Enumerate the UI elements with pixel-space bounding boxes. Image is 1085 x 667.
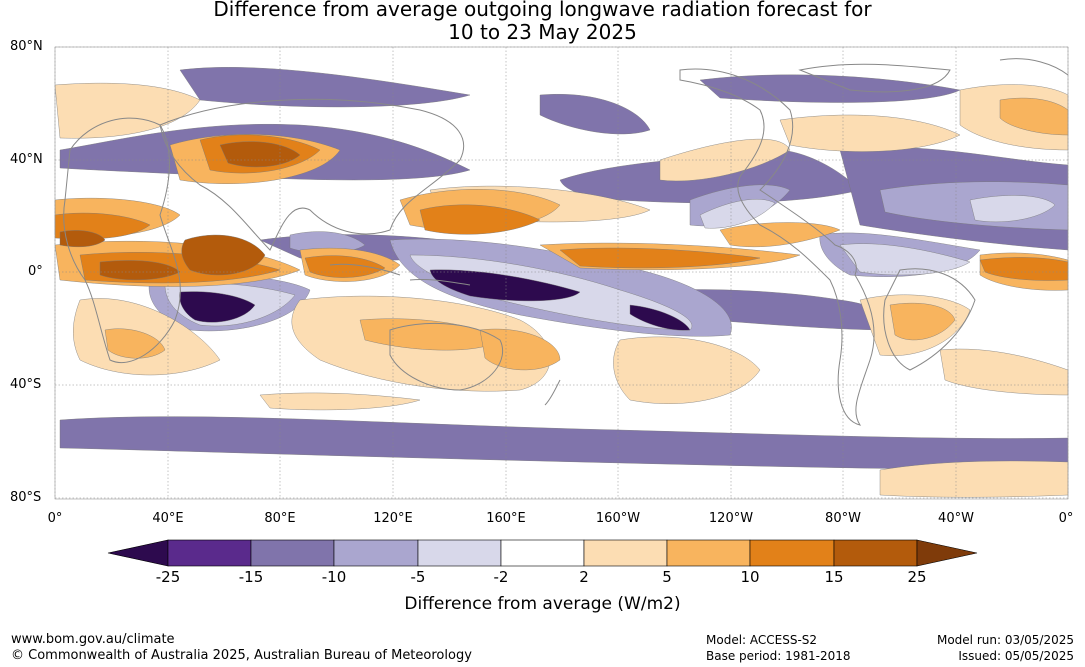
- colorbar-segment: [583, 539, 668, 567]
- anomaly-region: [539, 94, 651, 135]
- anomaly-region: [839, 243, 971, 276]
- lon-label-80w: 80°W: [825, 511, 861, 526]
- lat-label-eq: 0°: [28, 264, 43, 279]
- map-frame: [54, 46, 1069, 500]
- colorbar-arrow-high: [916, 539, 978, 567]
- lon-label-40e: 40°E: [152, 511, 184, 526]
- model-run-text: Model run: 03/05/2025: [936, 633, 1074, 647]
- anomaly-region: [179, 67, 471, 108]
- colorbar-segment: [500, 539, 585, 567]
- colorbar-segment: [333, 539, 419, 567]
- anomaly-region: [99, 260, 181, 281]
- colorbar-tick-label: 5: [662, 568, 672, 586]
- anomaly-region: [419, 204, 541, 235]
- lat-label-40s: 40°S: [10, 377, 42, 392]
- copyright-text: © Commonwealth of Australia 2025, Austra…: [11, 648, 472, 663]
- lat-label-80s: 80°S: [10, 490, 42, 505]
- colorbar-segment: [833, 539, 918, 567]
- coastline: [329, 263, 471, 286]
- colorbar-arrow-low: [107, 539, 169, 567]
- anomaly-region: [559, 247, 761, 269]
- lon-label-120e: 120°E: [373, 511, 413, 526]
- coastline: [798, 63, 951, 93]
- map-title: Difference from average outgoing longwav…: [0, 0, 1085, 44]
- lon-label-120w: 120°W: [708, 511, 754, 526]
- anomaly-region: [699, 199, 776, 229]
- anomaly-region: [969, 195, 1056, 222]
- anomaly-region: [479, 328, 561, 371]
- lon-label-0-left: 0°: [47, 511, 63, 526]
- colorbar-tick-label: -5: [410, 568, 426, 586]
- lon-label-160e: 160°E: [486, 511, 526, 526]
- colorbar-tick-label: -10: [321, 568, 347, 586]
- model-text: Model: ACCESS-S2: [706, 633, 818, 647]
- coastline: [999, 58, 1069, 76]
- anomaly-region: [429, 269, 581, 302]
- anomaly-region: [779, 114, 961, 152]
- anomaly-region: [219, 141, 301, 168]
- anomaly-region: [613, 336, 761, 404]
- coastlines: [63, 58, 1069, 426]
- lon-label-160w: 160°W: [595, 511, 641, 526]
- coastline: [389, 323, 504, 391]
- colorbar-title: Difference from average (W/m2): [404, 594, 681, 614]
- anomaly-region: [719, 222, 841, 248]
- anomaly-fields: [54, 67, 1069, 498]
- anomaly-region: [59, 230, 106, 248]
- coastline: [159, 98, 465, 251]
- colorbar-segment: [250, 539, 335, 567]
- lon-label-40w: 40°W: [938, 511, 974, 526]
- anomaly-region: [179, 291, 256, 323]
- issued-text: Issued: 05/05/2025: [958, 649, 1074, 663]
- anomaly-region: [259, 392, 421, 411]
- colorbar-tick-label: -2: [493, 568, 509, 586]
- title-line-1: Difference from average outgoing longwav…: [213, 0, 872, 21]
- anomaly-region: [54, 82, 201, 139]
- website-link[interactable]: www.bom.gov.au/climate: [11, 632, 175, 647]
- anomaly-region: [629, 304, 691, 331]
- colorbar-tick-label: -15: [238, 568, 264, 586]
- lon-label-0-right: 0°: [1058, 511, 1074, 526]
- colorbar-segment: [417, 539, 502, 567]
- colorbar-tick-label: 15: [824, 568, 844, 586]
- colorbar-segment: [749, 539, 835, 567]
- colorbar-tick-label: 10: [740, 568, 760, 586]
- coastline: [679, 68, 875, 426]
- lat-label-40n: 40°N: [10, 152, 43, 167]
- base-period-text: Base period: 1981-2018: [706, 649, 851, 663]
- lat-label-80n: 80°N: [10, 39, 43, 54]
- colorbar-tick-label: 2: [579, 568, 589, 586]
- lon-label-80e: 80°E: [264, 511, 296, 526]
- colorbar-tick-label: -25: [155, 568, 181, 586]
- coastline: [883, 268, 976, 371]
- colorbar-segment: [167, 539, 252, 567]
- colorbar-tick-label: 25: [907, 568, 927, 586]
- colorbar-segment: [666, 539, 751, 567]
- coastline: [544, 379, 561, 406]
- title-line-2: 10 to 23 May 2025: [448, 20, 637, 44]
- anomaly-region: [889, 302, 956, 341]
